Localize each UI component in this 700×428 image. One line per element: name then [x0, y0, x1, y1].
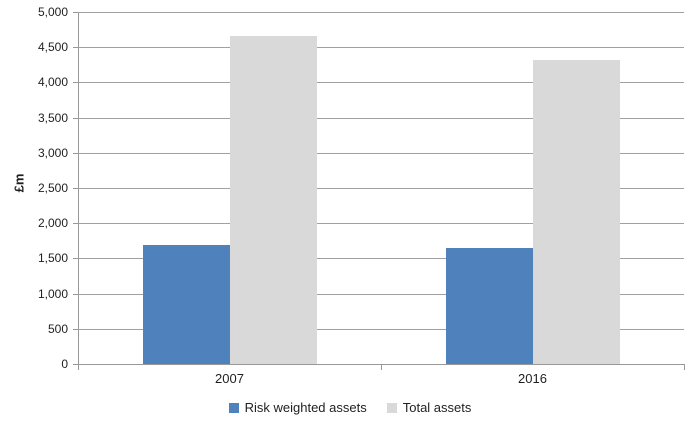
gridline — [78, 223, 684, 225]
plot-area — [78, 12, 684, 365]
bar-risk-weighted-assets — [142, 245, 230, 364]
gridline — [78, 328, 684, 330]
gridline — [78, 258, 684, 260]
y-tick-mark — [73, 328, 78, 330]
y-tick-mark — [73, 152, 78, 154]
y-tick-label: 0 — [61, 357, 68, 371]
y-tick-label: 1,500 — [37, 251, 68, 266]
x-tick-mark — [78, 364, 79, 370]
legend-item: Total assets — [386, 400, 472, 415]
x-tick-mark — [381, 364, 382, 370]
gridline — [78, 188, 684, 189]
legend-label: Risk weighted assets — [244, 400, 367, 415]
gridline — [78, 117, 684, 119]
y-tick-label: 2,500 — [37, 181, 68, 195]
bar-total-assets — [532, 59, 620, 364]
y-tick-label: 500 — [47, 321, 68, 336]
gridline — [78, 47, 684, 49]
gridline — [78, 82, 684, 84]
y-tick-mark — [73, 293, 78, 295]
y-tick-label: 5,000 — [37, 5, 68, 19]
y-tick-mark — [73, 364, 78, 365]
legend-label: Total assets — [402, 400, 472, 415]
y-tick-label: 3,500 — [37, 110, 68, 125]
y-tick-mark — [73, 12, 78, 13]
gridline — [78, 152, 684, 154]
y-tick-label: 2,000 — [37, 216, 68, 231]
bar-total-assets — [229, 35, 317, 364]
gridline — [78, 12, 684, 13]
legend-swatch — [386, 402, 397, 413]
y-tick-mark — [73, 188, 78, 189]
y-tick-mark — [73, 47, 78, 49]
legend-swatch — [228, 402, 239, 413]
legend: Risk weighted assets Total assets — [0, 400, 700, 415]
y-tick-label: 3,000 — [37, 145, 68, 160]
y-axis-line — [78, 12, 79, 370]
legend-item: Risk weighted assets — [228, 400, 367, 415]
x-category-label: 2007 — [215, 371, 244, 386]
bar-risk-weighted-assets — [445, 247, 533, 364]
gridline — [78, 293, 684, 295]
y-tick-label: 4,000 — [37, 75, 68, 90]
x-category-label: 2016 — [518, 371, 547, 386]
y-tick-mark — [73, 117, 78, 119]
x-tick-mark — [684, 364, 685, 370]
y-tick-mark — [73, 82, 78, 84]
y-tick-mark — [73, 223, 78, 225]
y-tick-label: 4,500 — [37, 40, 68, 55]
y-tick-mark — [73, 258, 78, 260]
y-tick-label: 1,000 — [37, 286, 68, 301]
